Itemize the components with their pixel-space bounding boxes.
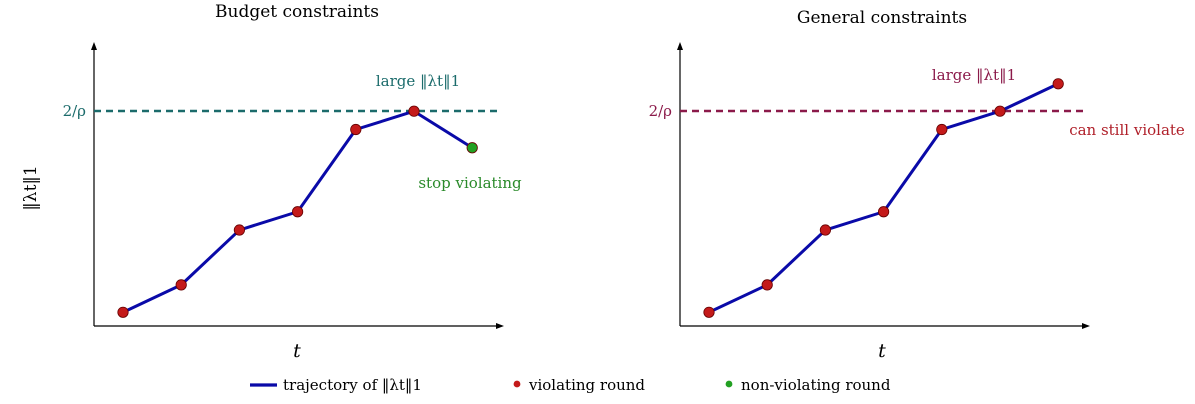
threshold-label-general: 2/ρ xyxy=(649,102,673,120)
panel-title-general: General constraints xyxy=(797,8,967,28)
annotation-large-norm-general: large ‖λt‖1 xyxy=(932,66,1016,84)
y-axis-arrow-general xyxy=(677,42,683,50)
violating-round-point xyxy=(936,123,948,136)
panel-title-budget: Budget constraints xyxy=(215,2,379,22)
trajectory-general xyxy=(703,78,1064,318)
trajectory-budget xyxy=(117,105,478,318)
panel-budget: Budget constraints t 2/ρ large ‖λt‖1 sto… xyxy=(63,2,522,362)
violating-round-point xyxy=(1052,78,1064,90)
violating-round-point xyxy=(233,224,245,236)
y-axis-arrow-budget xyxy=(91,42,97,50)
violating-round-point xyxy=(117,306,129,318)
legend-violating-label: violating round xyxy=(528,376,645,394)
violating-round-point xyxy=(819,224,832,236)
trajectory-line xyxy=(708,82,1059,314)
violating-round-point xyxy=(408,105,420,117)
violating-round-point xyxy=(350,123,362,136)
legend-non-violating-swatch xyxy=(725,380,733,388)
annotation-stop-violating: stop violating xyxy=(418,174,522,192)
violating-round-point xyxy=(994,105,1006,117)
legend-non-violating-label: non-violating round xyxy=(741,376,891,394)
threshold-label-budget: 2/ρ xyxy=(63,102,87,120)
legend-violating-swatch xyxy=(513,380,521,388)
violating-round-point xyxy=(291,206,304,218)
x-axis-label-general: t xyxy=(878,340,886,362)
annotation-large-norm-budget: large ‖λt‖1 xyxy=(376,72,460,90)
x-axis-arrow-budget xyxy=(496,323,504,329)
violating-round-point xyxy=(703,306,715,318)
non-violating-round-point xyxy=(466,142,478,154)
violating-round-point xyxy=(175,279,187,291)
y-axis-label: ‖λt‖1 xyxy=(21,165,41,210)
annotation-can-still-violate: can still violate xyxy=(1069,121,1185,139)
legend-trajectory-label: trajectory of ‖λt‖1 xyxy=(283,376,422,394)
x-axis-arrow-general xyxy=(1082,323,1090,329)
violating-round-point xyxy=(877,206,890,218)
legend: trajectory of ‖λt‖1 violating round non-… xyxy=(250,376,891,394)
violating-round-point xyxy=(761,279,773,291)
panel-general: General constraints t 2/ρ large ‖λt‖1 ca… xyxy=(649,8,1185,362)
x-axis-label-budget: t xyxy=(293,340,301,362)
